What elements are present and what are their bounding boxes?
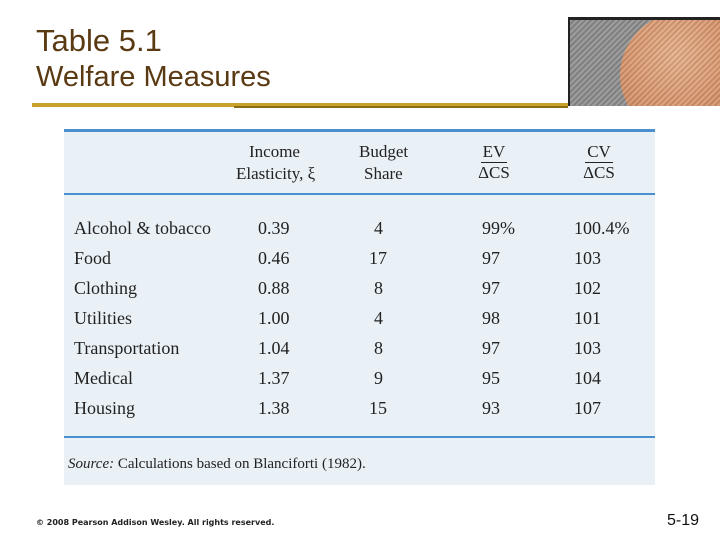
header-cv: CV [585,142,613,163]
row-share: 8 [374,338,383,358]
row-cv: 103 [574,338,601,358]
header-cv-fraction: CV ΔCS [579,142,619,183]
row-elasticity: 1.38 [258,398,290,418]
header-income: Income [249,142,300,161]
row-item: Clothing [74,278,138,298]
row-share: 15 [369,398,387,418]
header-cv-den: ΔCS [583,163,615,182]
table-source: Source: Calculations based on Blancifort… [68,456,366,473]
header-elasticity: Elasticity, ξ [236,164,316,183]
title-rule-shadow [234,106,568,108]
row-ev: 97 [482,248,500,268]
row-ev: 98 [482,308,500,328]
row-elasticity: 1.00 [258,308,290,328]
row-ev: 97 [482,278,500,298]
header-ev-den: ΔCS [478,163,510,182]
row-elasticity: 0.46 [258,248,290,268]
row-ev: 99% [482,218,515,238]
row-item: Transportation [74,338,180,358]
row-cv: 104 [574,368,601,388]
row-elasticity: 0.88 [258,278,290,298]
header-ev-fraction: EV ΔCS [474,142,514,183]
table-bottom-divider [64,436,655,438]
decorative-photo [568,17,720,106]
row-share: 17 [369,248,387,268]
source-text: Calculations based on Blanciforti (1982)… [117,456,366,472]
copyright-footer: © 2008 Pearson Addison Wesley. All right… [36,518,275,527]
row-share: 4 [374,308,383,328]
row-share: 4 [374,218,383,238]
row-cv: 100.4% [574,218,630,238]
source-label: Source: [68,456,115,472]
slide-subtitle: Welfare Measures [36,61,271,93]
row-elasticity: 0.39 [258,218,290,238]
row-ev: 95 [482,368,500,388]
row-item: Housing [74,398,136,418]
rock-image [620,20,720,106]
slide-title: Table 5.1 [36,23,162,58]
table-panel: Income Elasticity, ξ Budget Share EV ΔCS… [64,129,655,485]
row-item: Food [74,248,112,268]
row-ev: 93 [482,398,500,418]
sand-texture [570,20,720,106]
row-cv: 103 [574,248,601,268]
title-rule [32,103,568,107]
row-cv: 101 [574,308,601,328]
row-item: Utilities [74,308,132,328]
row-cv: 102 [574,278,601,298]
row-item: Alcohol & tobacco [74,218,211,238]
row-elasticity: 1.04 [258,338,290,358]
header-ev: EV [480,142,508,163]
header-share: Share [364,164,403,183]
row-elasticity: 1.37 [258,368,290,388]
header-divider [64,193,655,195]
header-budget: Budget [359,142,409,161]
row-share: 8 [374,278,383,298]
row-cv: 107 [574,398,601,418]
row-item: Medical [74,368,133,388]
page-number: 5-19 [667,512,700,529]
row-share: 9 [374,368,383,388]
row-ev: 97 [482,338,500,358]
